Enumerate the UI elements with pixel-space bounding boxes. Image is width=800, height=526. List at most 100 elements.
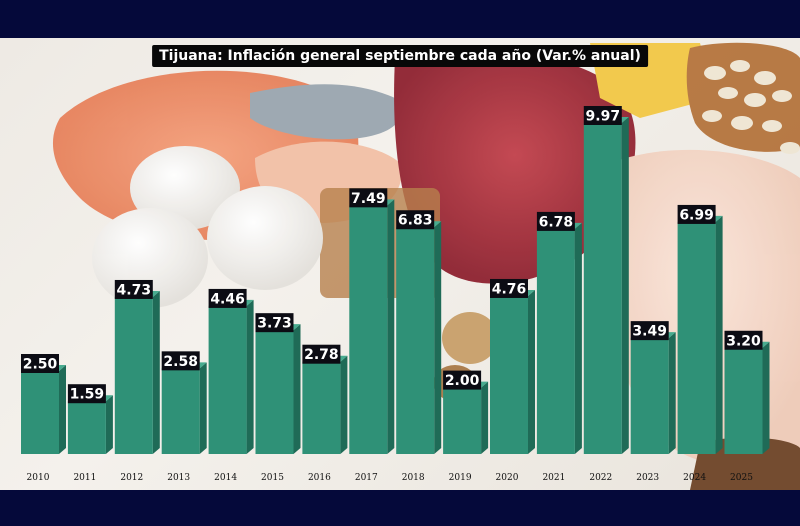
bar-front <box>677 221 716 454</box>
value-label-bg <box>630 321 669 341</box>
value-label-bg <box>302 344 341 364</box>
x-tick-label: 2025 <box>730 473 753 483</box>
value-label-bg <box>349 188 388 208</box>
x-tick-label: 2010 <box>27 473 50 483</box>
bar-side <box>715 215 723 454</box>
bar-2012: 4.73 2012 <box>114 279 160 483</box>
bar-front <box>583 122 622 454</box>
x-tick-label: 2023 <box>636 473 659 483</box>
bar-side <box>246 299 254 454</box>
bar-side <box>199 362 207 454</box>
bar-2022: 9.97 2022 <box>583 105 629 483</box>
x-tick-label: 2011 <box>73 473 96 483</box>
bar-chart: 2.50 2010 1.59 2011 4.73 2012 2.58 2013 4.46 2014… <box>21 42 800 490</box>
bar-front <box>396 227 435 454</box>
bar-front <box>490 295 528 454</box>
bar-front <box>443 387 482 454</box>
value-label-bg <box>443 370 482 390</box>
value-label-bg <box>490 278 528 298</box>
value-label: 9.97 <box>586 108 621 124</box>
bars-layer: 2.50 2010 1.59 2011 4.73 2012 2.58 2013 4.46 2014… <box>21 105 770 483</box>
value-label: 2.58 <box>163 354 198 370</box>
bar-2024: 6.99 2024 <box>677 204 723 483</box>
bar-front <box>349 205 388 454</box>
bar-2011: 1.59 2011 <box>67 384 113 483</box>
x-tick-label: 2013 <box>167 473 190 483</box>
value-label-bg <box>677 204 716 224</box>
bar-side <box>481 381 489 454</box>
value-label: 2.78 <box>304 347 339 363</box>
bar-side <box>59 365 66 454</box>
bar-front <box>208 305 247 454</box>
bar-front <box>21 371 59 454</box>
bar-2019: 2.00 2019 <box>443 370 489 483</box>
x-tick-label: 2017 <box>355 473 378 483</box>
bar-side <box>340 355 348 454</box>
value-label: 7.49 <box>351 191 386 207</box>
bar-2015: 3.73 2015 <box>255 313 301 483</box>
chart-title: Tijuana: Inflación general septiembre ca… <box>152 45 648 67</box>
value-label: 2.50 <box>23 357 58 373</box>
bar-front <box>630 338 669 454</box>
bar-side <box>105 395 113 454</box>
bar-2018: 6.83 2018 <box>396 210 442 483</box>
x-tick-label: 2014 <box>214 473 237 483</box>
x-tick-label: 2012 <box>120 473 143 483</box>
bar-2025: 3.20 2025 <box>724 330 770 483</box>
value-label: 3.20 <box>726 333 761 349</box>
bar-2017: 7.49 2017 <box>349 188 395 483</box>
value-label-bg <box>724 330 763 350</box>
bar-side <box>152 290 160 454</box>
bar-front <box>302 361 341 454</box>
bar-side <box>387 199 395 454</box>
bar-side <box>668 332 676 454</box>
bar-front <box>536 228 575 454</box>
value-label-bg <box>396 210 435 230</box>
bar-side <box>574 222 582 454</box>
value-label: 6.78 <box>539 214 574 230</box>
bar-front <box>724 347 763 454</box>
bar-side <box>528 289 535 454</box>
value-label-bg <box>21 354 59 373</box>
value-label: 6.83 <box>398 213 433 229</box>
bar-2023: 3.49 2023 <box>630 321 676 483</box>
bar-2021: 6.78 2021 <box>536 211 582 483</box>
bar-front <box>161 368 200 454</box>
bar-side <box>434 221 442 454</box>
value-label-bg <box>583 105 622 125</box>
value-label-bg <box>208 288 247 308</box>
value-label-bg <box>255 313 294 333</box>
bar-side <box>621 116 629 454</box>
value-label: 6.99 <box>679 207 714 223</box>
chart-frame: 2.50 2010 1.59 2011 4.73 2012 2.58 2013 4.46 2014… <box>0 38 800 490</box>
x-tick-label: 2015 <box>261 473 284 483</box>
bar-2020: 4.76 2020 <box>490 278 535 483</box>
bar-front <box>255 330 294 454</box>
value-label: 4.46 <box>210 291 245 307</box>
bar-front <box>114 296 153 454</box>
value-label-bg <box>67 384 106 404</box>
bar-side <box>762 341 770 454</box>
value-label-bg <box>536 211 575 231</box>
x-tick-label: 2024 <box>683 473 706 483</box>
x-tick-label: 2016 <box>308 473 331 483</box>
bar-front <box>67 401 106 454</box>
bar-2016: 2.78 2016 <box>302 344 348 483</box>
bar-side <box>293 324 301 454</box>
value-label: 2.00 <box>445 373 480 389</box>
value-label: 1.59 <box>70 387 105 403</box>
value-label: 4.73 <box>117 282 152 298</box>
x-tick-label: 2019 <box>449 473 472 483</box>
x-tick-label: 2020 <box>496 473 519 483</box>
value-label: 4.76 <box>492 281 527 297</box>
value-label-bg <box>114 279 153 299</box>
value-label: 3.73 <box>257 316 292 332</box>
x-tick-label: 2018 <box>402 473 425 483</box>
value-label: 3.49 <box>632 324 667 340</box>
value-label-bg <box>161 351 200 371</box>
x-tick-label: 2022 <box>589 473 612 483</box>
bar-2014: 4.46 2014 <box>208 288 254 483</box>
x-tick-label: 2021 <box>542 473 565 483</box>
bar-2013: 2.58 2013 <box>161 351 207 483</box>
bar-2010: 2.50 2010 <box>21 354 66 483</box>
